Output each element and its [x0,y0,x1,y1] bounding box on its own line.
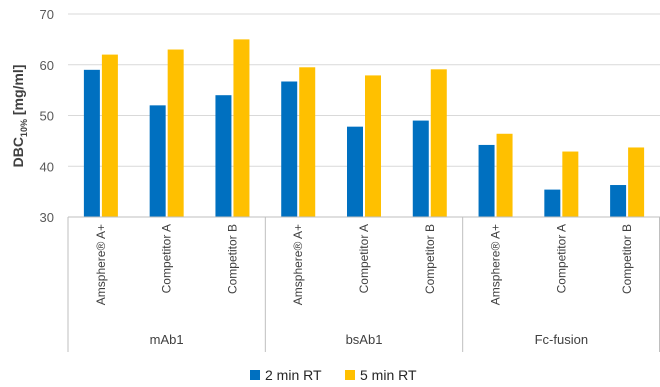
category-label: Amsphere® A+ [489,224,503,305]
legend: 2 min RT 5 min RT [250,367,417,383]
bar-series2 [233,39,250,217]
y-tick-label: 40 [40,159,54,174]
group-label: bsAb1 [346,332,383,347]
y-axis-label-subscript: 10% [19,119,29,137]
y-tick-label: 30 [40,210,54,225]
category-label: Competitor A [160,224,174,293]
legend-label: 2 min RT [265,367,322,383]
category-label: Competitor B [423,224,437,294]
bar-series1 [544,189,561,217]
legend-swatch [345,370,355,380]
bar-series2 [562,151,579,217]
bar-series1 [83,69,100,217]
bar-series1 [412,120,429,217]
bar-series1 [215,95,232,217]
bar-series1 [347,126,363,217]
category-labels: Amsphere® A+ Competitor A Competitor B Amsp… [94,224,634,305]
y-tick-label: 70 [40,7,54,22]
category-label: Amsphere® A+ [291,224,305,305]
y-axis-ticks: 30 40 50 60 70 [40,7,54,225]
bar-series1 [149,105,166,217]
group-label: Fc-fusion [535,332,588,347]
bar-series2 [430,69,447,217]
bar-series1 [281,81,298,217]
y-tick-label: 60 [40,58,54,73]
category-label: Competitor B [225,224,239,294]
bar-series1 [478,144,495,217]
bars [83,39,645,218]
legend-label: 5 min RT [360,367,417,383]
bar-series2 [628,147,645,217]
y-tick-label: 50 [40,109,54,124]
category-label: Competitor B [620,224,634,294]
group-label: mAb1 [150,332,184,347]
category-label: Competitor A [357,224,371,293]
category-label: Competitor A [554,224,568,293]
y-axis-label: DBC10% [mg/ml] [10,65,29,168]
bar-series2 [496,133,513,217]
group-labels: mAb1 bsAb1 Fc-fusion [150,332,588,347]
legend-swatch [250,370,260,380]
bar-series2 [299,67,316,217]
y-axis-label-main: DBC [10,137,26,167]
category-label: Amsphere® A+ [94,224,108,305]
bar-series1 [610,185,627,217]
bar-series2 [101,54,118,217]
y-axis-label-units: [mg/ml] [10,65,26,116]
bar-series2 [167,49,184,218]
bar-series2 [365,75,381,217]
